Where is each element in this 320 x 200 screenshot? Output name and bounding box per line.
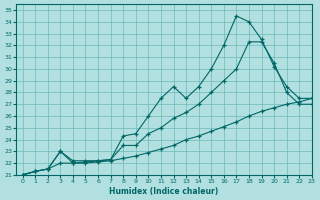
X-axis label: Humidex (Indice chaleur): Humidex (Indice chaleur) xyxy=(109,187,219,196)
